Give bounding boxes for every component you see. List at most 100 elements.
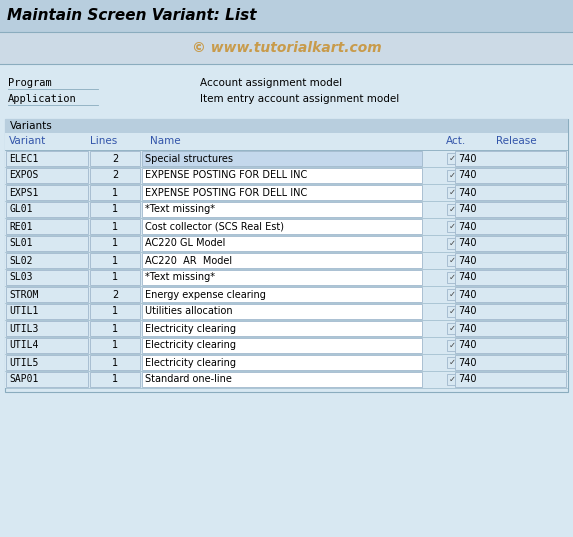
- Text: ✓: ✓: [449, 290, 456, 299]
- Text: Application: Application: [8, 94, 77, 104]
- Bar: [447, 374, 458, 385]
- Bar: [455, 202, 566, 217]
- Bar: [142, 219, 422, 234]
- Text: Utilities allocation: Utilities allocation: [145, 307, 233, 316]
- Bar: [5, 303, 568, 320]
- Text: Release: Release: [496, 136, 537, 147]
- Text: 1: 1: [112, 358, 118, 367]
- Text: Program: Program: [8, 78, 52, 88]
- Text: ✓: ✓: [449, 375, 456, 384]
- Bar: [455, 338, 566, 353]
- Bar: [142, 168, 422, 183]
- Bar: [90, 185, 140, 200]
- Bar: [90, 168, 140, 183]
- Text: 1: 1: [112, 205, 118, 214]
- Text: UTIL3: UTIL3: [9, 323, 38, 333]
- Text: 1: 1: [112, 307, 118, 316]
- Bar: [90, 270, 140, 285]
- Text: 1: 1: [112, 187, 118, 198]
- Bar: [0, 0, 573, 32]
- Bar: [90, 219, 140, 234]
- Text: Electricity clearing: Electricity clearing: [145, 358, 236, 367]
- Text: 2: 2: [112, 289, 118, 300]
- Bar: [5, 371, 568, 388]
- Bar: [6, 253, 88, 268]
- Text: EXPENSE POSTING FOR DELL INC: EXPENSE POSTING FOR DELL INC: [145, 187, 307, 198]
- Bar: [142, 270, 422, 285]
- Text: ELEC1: ELEC1: [9, 154, 38, 163]
- Text: *Text missing*: *Text missing*: [145, 205, 215, 214]
- Text: ✓: ✓: [449, 239, 456, 248]
- Text: ✓: ✓: [449, 154, 456, 163]
- Bar: [447, 340, 458, 351]
- Text: Cost collector (SCS Real Est): Cost collector (SCS Real Est): [145, 221, 284, 231]
- Bar: [447, 153, 458, 164]
- Text: 1: 1: [112, 323, 118, 333]
- Bar: [5, 235, 568, 252]
- Bar: [142, 355, 422, 370]
- Bar: [447, 306, 458, 317]
- Bar: [5, 218, 568, 235]
- Text: UTIL5: UTIL5: [9, 358, 38, 367]
- Text: GL01: GL01: [9, 205, 33, 214]
- Text: SL02: SL02: [9, 256, 33, 265]
- Text: ✓: ✓: [449, 358, 456, 367]
- Text: Special structures: Special structures: [145, 154, 233, 163]
- Bar: [142, 253, 422, 268]
- Bar: [142, 202, 422, 217]
- Text: 740: 740: [458, 221, 477, 231]
- Text: SL01: SL01: [9, 238, 33, 249]
- Text: Electricity clearing: Electricity clearing: [145, 323, 236, 333]
- Text: SAP01: SAP01: [9, 374, 38, 384]
- Bar: [6, 236, 88, 251]
- Text: EXPENSE POSTING FOR DELL INC: EXPENSE POSTING FOR DELL INC: [145, 171, 307, 180]
- Bar: [447, 204, 458, 215]
- Bar: [447, 255, 458, 266]
- Bar: [455, 287, 566, 302]
- Text: Energy expense clearing: Energy expense clearing: [145, 289, 266, 300]
- Bar: [90, 236, 140, 251]
- Bar: [5, 119, 568, 392]
- Bar: [90, 151, 140, 166]
- Text: ✓: ✓: [449, 324, 456, 333]
- Bar: [90, 338, 140, 353]
- Text: © www.tutorialkart.com: © www.tutorialkart.com: [191, 41, 382, 55]
- Text: EXPOS: EXPOS: [9, 171, 38, 180]
- Bar: [6, 321, 88, 336]
- Text: ✓: ✓: [449, 273, 456, 282]
- Bar: [5, 119, 568, 133]
- Bar: [90, 253, 140, 268]
- Text: ✓: ✓: [449, 188, 456, 197]
- Bar: [90, 304, 140, 319]
- Bar: [5, 201, 568, 218]
- Bar: [0, 32, 573, 64]
- Text: STROM: STROM: [9, 289, 38, 300]
- Text: AC220  AR  Model: AC220 AR Model: [145, 256, 232, 265]
- Bar: [455, 219, 566, 234]
- Bar: [90, 355, 140, 370]
- Bar: [5, 320, 568, 337]
- Text: Item entry account assignment model: Item entry account assignment model: [200, 94, 399, 104]
- Bar: [90, 202, 140, 217]
- Bar: [142, 372, 422, 387]
- Text: 740: 740: [458, 187, 477, 198]
- Text: 1: 1: [112, 374, 118, 384]
- Text: 1: 1: [112, 340, 118, 351]
- Bar: [5, 269, 568, 286]
- Bar: [142, 236, 422, 251]
- Bar: [447, 272, 458, 283]
- Text: EXPS1: EXPS1: [9, 187, 38, 198]
- Text: 1: 1: [112, 272, 118, 282]
- Bar: [6, 287, 88, 302]
- Bar: [6, 202, 88, 217]
- Bar: [455, 372, 566, 387]
- Bar: [5, 184, 568, 201]
- Text: AC220 GL Model: AC220 GL Model: [145, 238, 225, 249]
- Bar: [447, 357, 458, 368]
- Bar: [5, 337, 568, 354]
- Text: ✓: ✓: [449, 307, 456, 316]
- Bar: [455, 236, 566, 251]
- Text: RE01: RE01: [9, 221, 33, 231]
- Bar: [5, 286, 568, 303]
- Text: 740: 740: [458, 171, 477, 180]
